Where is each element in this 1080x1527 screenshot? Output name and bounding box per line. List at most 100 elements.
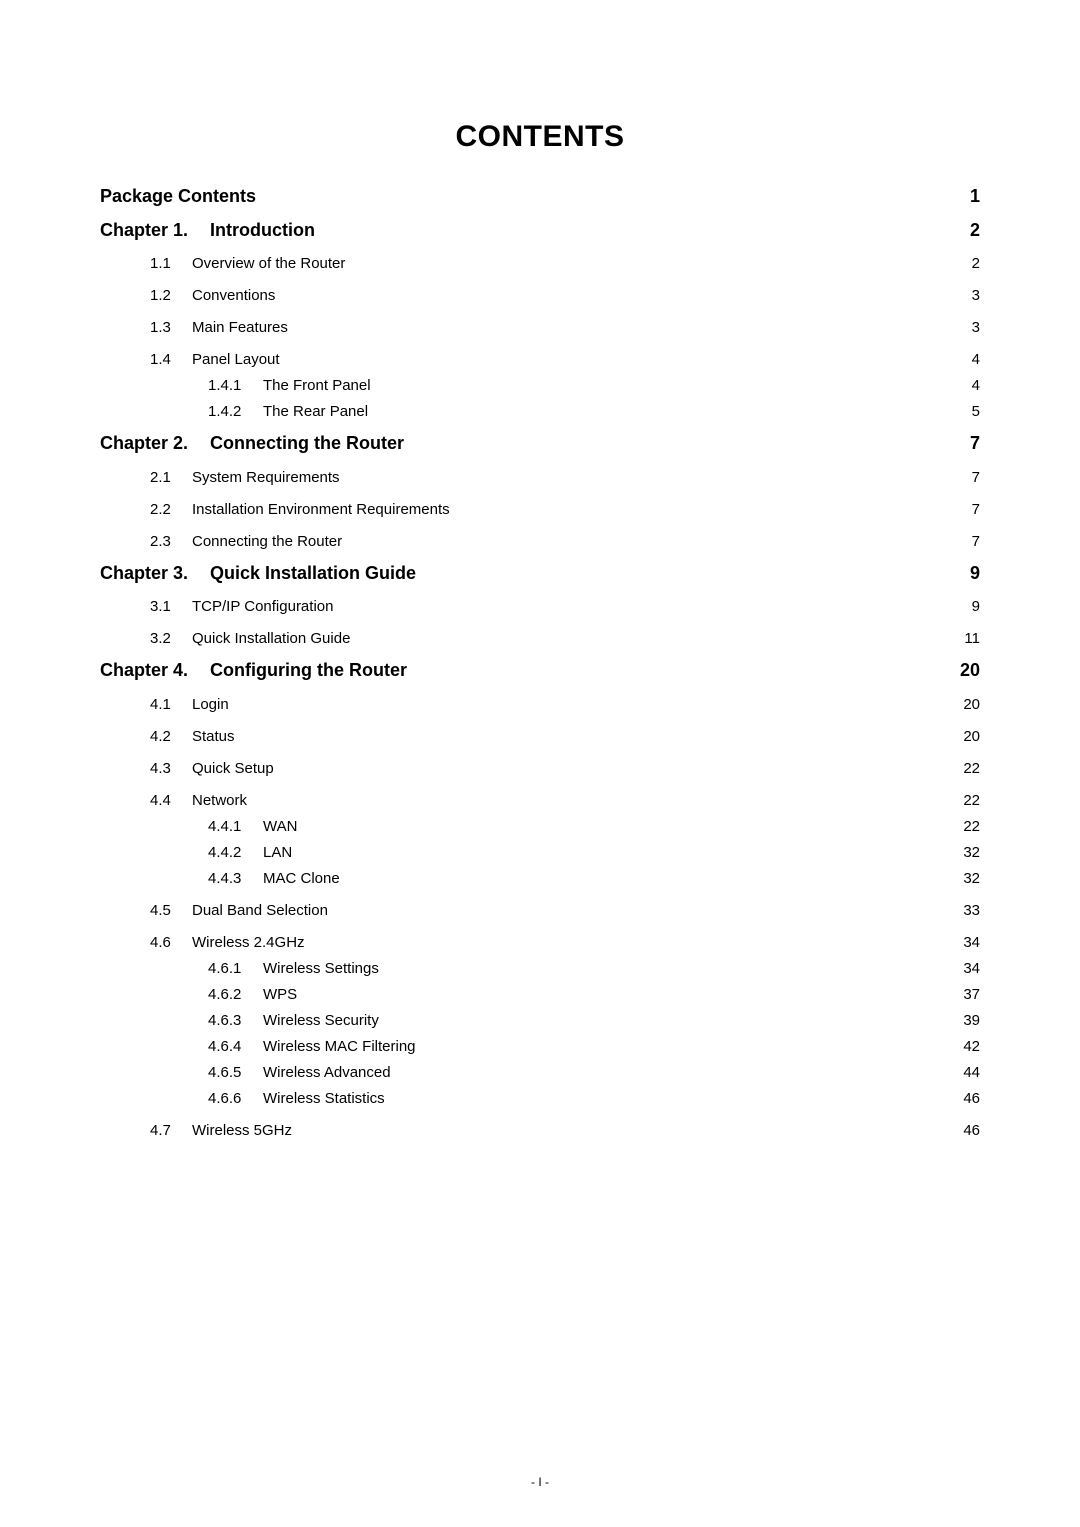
toc-entry-number: 4.7 [150, 1122, 192, 1140]
toc-entry-label: Package Contents [100, 186, 256, 208]
toc-entry-label: MAC Clone [263, 870, 340, 888]
toc-entry-page: 2 [952, 255, 980, 273]
toc-entry-number: Chapter 3. [100, 563, 210, 585]
toc-entry-number: 2.1 [150, 469, 192, 487]
toc-entry-page: 7 [952, 533, 980, 551]
toc-entry-page: 20 [952, 696, 980, 714]
toc-entry-label: Quick Installation Guide [192, 630, 350, 648]
toc-entry-label: Wireless MAC Filtering [263, 1038, 416, 1056]
toc-entry-label: Dual Band Selection [192, 902, 328, 920]
toc-entry: 1.1Overview of the Router 2 [100, 255, 980, 273]
toc-entry-page: 32 [952, 844, 980, 862]
contents-title: CONTENTS [100, 120, 980, 154]
toc-entry: 4.5Dual Band Selection33 [100, 902, 980, 920]
toc-entry-page: 34 [952, 960, 980, 978]
toc-entry: Chapter 4.Configuring the Router20 [100, 660, 980, 682]
toc-entry-label: Panel Layout [192, 351, 280, 369]
toc-entry-page: 4 [952, 377, 980, 395]
toc-entry-label: WAN [263, 818, 297, 836]
toc-entry: 4.6.6Wireless Statistics46 [100, 1090, 980, 1108]
toc-entry-label: Installation Environment Requirements [192, 501, 450, 519]
toc-entry: 4.6.2WPS37 [100, 986, 980, 1004]
toc-entry: 4.4.3MAC Clone32 [100, 870, 980, 888]
toc-entry: 1.4.2The Rear Panel5 [100, 403, 980, 421]
toc-entry: 2.3Connecting the Router7 [100, 533, 980, 551]
toc-entry-number: Chapter 1. [100, 220, 210, 242]
toc-entry-label: Overview of the Router [192, 255, 345, 273]
toc-entry: 1.2Conventions 3 [100, 287, 980, 305]
toc-entry-page: 22 [952, 760, 980, 778]
toc-entry: 4.6.5Wireless Advanced44 [100, 1064, 980, 1082]
toc-entry-label: Network [192, 792, 247, 810]
toc-entry-page: 1 [952, 186, 980, 208]
toc-entry-page: 3 [952, 319, 980, 337]
toc-entry: 1.3Main Features 3 [100, 319, 980, 337]
toc-entry-label: Status [192, 728, 235, 746]
toc-entry: Chapter 1.Introduction2 [100, 220, 980, 242]
toc-entry-page: 7 [952, 469, 980, 487]
toc-entry: 4.4.2LAN 32 [100, 844, 980, 862]
toc-entry-page: 33 [952, 902, 980, 920]
toc-entry-page: 3 [952, 287, 980, 305]
toc-entry-page: 39 [952, 1012, 980, 1030]
toc-entry: 4.4.1WAN22 [100, 818, 980, 836]
toc-entry-page: 34 [952, 934, 980, 952]
toc-entry-number: 1.1 [150, 255, 192, 273]
toc-entry: 3.2Quick Installation Guide11 [100, 630, 980, 648]
toc-entry: 4.4Network22 [100, 792, 980, 810]
toc-entry-number: 4.2 [150, 728, 192, 746]
toc-entry-number: Chapter 2. [100, 433, 210, 455]
toc-entry: 1.4Panel Layout4 [100, 351, 980, 369]
toc-entry-number: 1.4 [150, 351, 192, 369]
toc-entry-label: The Rear Panel [263, 403, 368, 421]
toc-entry-number: Chapter 4. [100, 660, 210, 682]
toc-entry: 4.6.3Wireless Security 39 [100, 1012, 980, 1030]
toc-entry-page: 9 [952, 563, 980, 585]
toc-entry-label: Login [192, 696, 229, 714]
toc-entry-label: LAN [263, 844, 292, 862]
toc-entry-label: Wireless Security [263, 1012, 379, 1030]
toc-entry-number: 4.6.4 [208, 1038, 263, 1056]
toc-entry-number: 4.3 [150, 760, 192, 778]
toc-entry-number: 2.2 [150, 501, 192, 519]
toc-entry-page: 11 [952, 630, 980, 648]
toc-entry-number: 1.2 [150, 287, 192, 305]
toc-entry-page: 9 [952, 598, 980, 616]
toc-entry-label: Conventions [192, 287, 275, 305]
toc-entry-label: Wireless Statistics [263, 1090, 385, 1108]
toc-entry-label: Introduction [210, 220, 315, 242]
toc-entry-label: Wireless Advanced [263, 1064, 391, 1082]
toc-entry: 4.6.4Wireless MAC Filtering 42 [100, 1038, 980, 1056]
page-footer: - I - [0, 1475, 1080, 1489]
toc-entry: 4.6Wireless 2.4GHz34 [100, 934, 980, 952]
toc-entry-number: 4.6.6 [208, 1090, 263, 1108]
toc-entry-page: 20 [952, 728, 980, 746]
toc-entry-page: 46 [952, 1122, 980, 1140]
toc-entry-label: TCP/IP Configuration [192, 598, 333, 616]
toc-entry: 2.1System Requirements7 [100, 469, 980, 487]
toc-entry-label: Connecting the Router [210, 433, 404, 455]
toc-entry-number: 4.6.1 [208, 960, 263, 978]
toc-entry-label: Quick Installation Guide [210, 563, 416, 585]
toc-entry-label: Wireless Settings [263, 960, 379, 978]
toc-entry-number: 4.6.3 [208, 1012, 263, 1030]
toc-entry-page: 37 [952, 986, 980, 1004]
toc-entry-number: 2.3 [150, 533, 192, 551]
toc-entry-number: 1.4.2 [208, 403, 263, 421]
toc-entry-label: Wireless 2.4GHz [192, 934, 305, 952]
toc-entry-page: 7 [952, 501, 980, 519]
toc-entry-label: Wireless 5GHz [192, 1122, 292, 1140]
toc-entry: 4.6.1Wireless Settings 34 [100, 960, 980, 978]
toc-entry-label: Quick Setup [192, 760, 274, 778]
toc-entry: 2.2Installation Environment Requirements… [100, 501, 980, 519]
toc-entry: 4.3Quick Setup 22 [100, 760, 980, 778]
toc-entry-page: 42 [952, 1038, 980, 1056]
toc-entry-number: 4.1 [150, 696, 192, 714]
toc-entry-page: 20 [952, 660, 980, 682]
toc-entry-number: 4.6.2 [208, 986, 263, 1004]
toc-entry-label: Main Features [192, 319, 288, 337]
toc-entry: Chapter 2.Connecting the Router7 [100, 433, 980, 455]
page: CONTENTS Package Contents 1 Chapter 1.Intr… [0, 0, 1080, 1527]
toc-entry-number: 4.4.2 [208, 844, 263, 862]
toc-entry-number: 1.3 [150, 319, 192, 337]
